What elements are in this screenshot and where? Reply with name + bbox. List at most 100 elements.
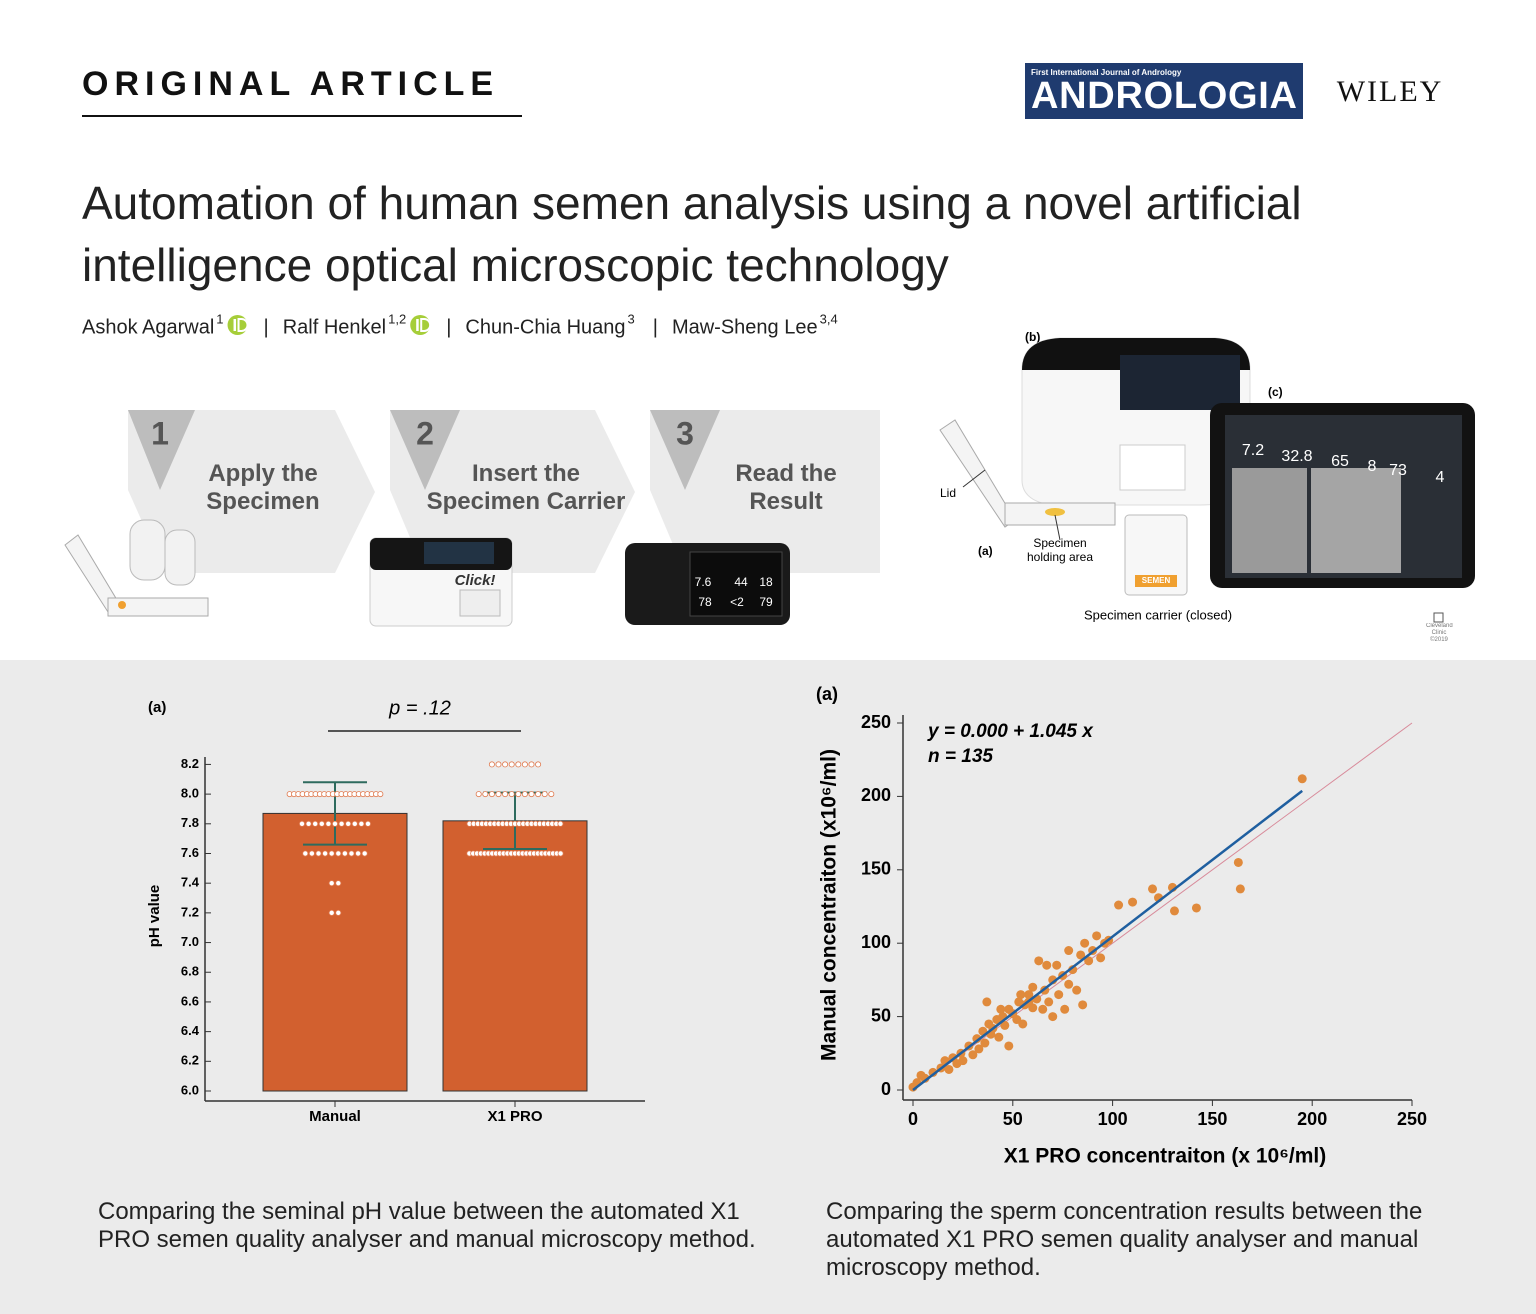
step-number: 3 bbox=[676, 415, 694, 451]
tablet-illustration: 7.6 44 18 78 <2 79 bbox=[625, 543, 790, 625]
y-tick-label: 250 bbox=[861, 712, 891, 732]
data-dot bbox=[351, 820, 358, 827]
data-point bbox=[980, 1038, 990, 1048]
data-dot bbox=[305, 820, 312, 827]
data-point bbox=[1028, 982, 1038, 992]
data-point bbox=[928, 1067, 938, 1077]
data-point bbox=[1072, 985, 1082, 995]
data-dot bbox=[515, 791, 522, 798]
step-label: Insert the Specimen Carrier bbox=[426, 460, 626, 515]
y-tick-label: 150 bbox=[861, 859, 891, 879]
data-point bbox=[1042, 960, 1052, 970]
journal-name: ANDROLOGIA bbox=[1031, 75, 1297, 117]
data-dot bbox=[535, 761, 542, 768]
orcid-glyph bbox=[237, 318, 249, 332]
bottle bbox=[129, 519, 166, 581]
screen-value: 65 bbox=[1331, 453, 1349, 470]
publisher: WILEY bbox=[1337, 75, 1444, 108]
data-dot bbox=[335, 909, 342, 916]
data-dot bbox=[557, 820, 564, 827]
data-point bbox=[1092, 931, 1102, 941]
data-point bbox=[1080, 938, 1090, 948]
p-value: p = .12 bbox=[388, 697, 451, 719]
data-point bbox=[1076, 950, 1086, 960]
bar bbox=[262, 812, 408, 1092]
data-dot bbox=[528, 761, 535, 768]
data-point bbox=[1078, 1000, 1088, 1010]
data-dot bbox=[377, 791, 384, 798]
figure-label: Specimen holding area bbox=[1026, 536, 1094, 564]
data-point bbox=[1068, 965, 1078, 975]
data-dot bbox=[482, 791, 489, 798]
panel-label: (a) bbox=[148, 699, 166, 716]
data-point bbox=[1034, 956, 1044, 966]
carrier-slot bbox=[1119, 444, 1186, 491]
y-tick-label: 7.0 bbox=[181, 934, 199, 949]
affiliation: 1 bbox=[216, 311, 223, 326]
data-point bbox=[1128, 897, 1138, 907]
orcid-glyph bbox=[233, 319, 237, 331]
data-dot bbox=[508, 761, 515, 768]
carrier-illustration bbox=[64, 519, 209, 617]
data-dot bbox=[495, 761, 502, 768]
carrier-base bbox=[107, 597, 209, 617]
screen-value: 78 bbox=[698, 595, 712, 609]
carrier-lid bbox=[939, 419, 1016, 528]
data-point bbox=[1235, 884, 1245, 894]
step-arrow bbox=[650, 410, 880, 573]
fit-line bbox=[912, 789, 1303, 1091]
x-tick-label: 50 bbox=[1003, 1109, 1023, 1129]
screen-values: 7.2 32.8 65 8 73 4 bbox=[1242, 442, 1445, 486]
screen-value: 79 bbox=[759, 595, 773, 609]
author-name: Chun-Chia Huang bbox=[465, 316, 625, 338]
credit-box: Cleveland Clinic ©2019 bbox=[1426, 623, 1453, 643]
x-tick-label: 0 bbox=[908, 1109, 918, 1129]
data-dot bbox=[548, 791, 555, 798]
analyser-screen bbox=[424, 542, 494, 564]
x-tick-label: Manual bbox=[309, 1108, 361, 1125]
data-point bbox=[1297, 774, 1307, 784]
x-tick-label: 250 bbox=[1397, 1109, 1427, 1129]
data-dot bbox=[312, 820, 319, 827]
y-tick-label: 7.6 bbox=[181, 845, 199, 860]
bottle bbox=[164, 529, 196, 586]
analyser-screen bbox=[1120, 355, 1240, 410]
data-dot bbox=[358, 820, 365, 827]
data-dot bbox=[541, 791, 548, 798]
figure-label: (c) bbox=[1268, 385, 1283, 399]
step-label: Read the Result bbox=[735, 460, 837, 515]
step-tab bbox=[650, 410, 720, 490]
data-dot bbox=[345, 820, 352, 827]
data-dot bbox=[515, 761, 522, 768]
data-dot bbox=[328, 850, 335, 857]
author-separator: | bbox=[653, 316, 658, 338]
data-dot bbox=[325, 820, 332, 827]
data-point bbox=[1054, 990, 1064, 1000]
data-dot bbox=[302, 850, 309, 857]
data-point bbox=[1024, 990, 1034, 1000]
panel-label: (a) bbox=[816, 684, 838, 704]
pointer bbox=[962, 469, 986, 488]
data-dot bbox=[495, 791, 502, 798]
data-dot bbox=[502, 761, 509, 768]
author-name: Maw-Sheng Lee bbox=[672, 316, 818, 338]
screen-value: 8 bbox=[1368, 458, 1377, 475]
data-point bbox=[994, 1032, 1004, 1042]
affiliation: 3,4 bbox=[820, 311, 838, 326]
x-tick-label: 200 bbox=[1297, 1109, 1327, 1129]
author-separator: | bbox=[264, 316, 269, 338]
x-axis-label: X1 PRO concentraiton (x 10⁶/ml) bbox=[1004, 1145, 1326, 1168]
data-dot bbox=[557, 850, 564, 857]
tablet-screen bbox=[689, 551, 783, 617]
affiliation: 3 bbox=[628, 311, 635, 326]
data-dot bbox=[322, 850, 329, 857]
credit: Cleveland Clinic ©2019 bbox=[1426, 623, 1453, 643]
orcid-glyph bbox=[416, 319, 419, 331]
x-tick-label: X1 PRO bbox=[487, 1108, 542, 1125]
figure-label-box: Specimen holding area bbox=[1026, 536, 1094, 564]
data-dot bbox=[361, 850, 368, 857]
step-tab bbox=[390, 410, 460, 490]
screen-value: 73 bbox=[1389, 462, 1407, 479]
data-dot bbox=[355, 850, 362, 857]
step-number: 1 bbox=[151, 415, 169, 451]
